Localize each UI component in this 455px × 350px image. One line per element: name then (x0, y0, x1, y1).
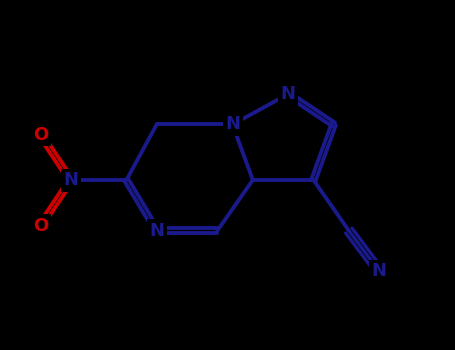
Text: N: N (149, 222, 164, 240)
Text: N: N (63, 171, 78, 189)
Text: N: N (372, 262, 387, 280)
Text: O: O (33, 126, 48, 144)
Text: N: N (225, 116, 240, 133)
Text: O: O (33, 217, 48, 235)
Text: N: N (281, 85, 296, 103)
